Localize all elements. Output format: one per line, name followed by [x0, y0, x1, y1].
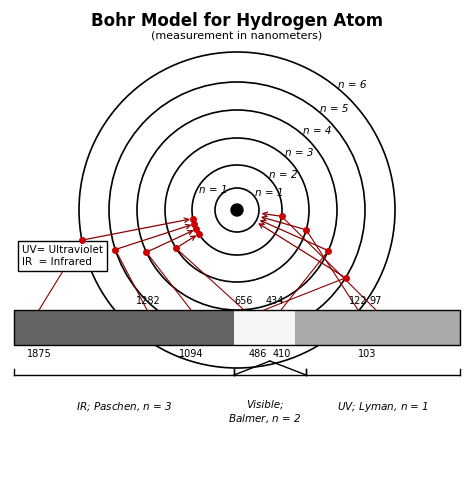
- Text: 410: 410: [273, 349, 291, 359]
- Text: UV= Ultraviolet
IR  = Infrared: UV= Ultraviolet IR = Infrared: [22, 245, 103, 267]
- Text: n = 2: n = 2: [269, 170, 297, 179]
- Text: 1875: 1875: [27, 349, 51, 359]
- Text: UV; Lyman, $n$ = 1: UV; Lyman, $n$ = 1: [337, 400, 429, 414]
- Text: n = 5: n = 5: [320, 104, 348, 114]
- Text: 656: 656: [235, 296, 253, 306]
- Text: n = 4: n = 4: [302, 126, 331, 136]
- Text: n = 3: n = 3: [285, 148, 314, 158]
- Text: 103: 103: [358, 349, 376, 359]
- Text: n = 1: n = 1: [199, 185, 228, 195]
- Bar: [14, 310, 234, 345]
- Bar: [234, 310, 295, 345]
- Text: 1094: 1094: [179, 349, 203, 359]
- Bar: [14, 310, 460, 345]
- Text: 97: 97: [370, 296, 382, 306]
- Circle shape: [231, 204, 243, 216]
- Text: 1282: 1282: [136, 296, 160, 306]
- Text: n = 6: n = 6: [338, 80, 367, 91]
- Text: (measurement in nanometers): (measurement in nanometers): [151, 30, 323, 40]
- Text: IR; Paschen, $n$ = 3: IR; Paschen, $n$ = 3: [76, 400, 173, 413]
- Text: n = 1: n = 1: [255, 187, 283, 198]
- Text: 486: 486: [249, 349, 267, 359]
- Text: Visible;
Balmer, $n$ = 2: Visible; Balmer, $n$ = 2: [228, 400, 302, 425]
- Text: 434: 434: [266, 296, 284, 306]
- Text: 122: 122: [349, 296, 367, 306]
- Text: Bohr Model for Hydrogen Atom: Bohr Model for Hydrogen Atom: [91, 12, 383, 30]
- Bar: [295, 310, 460, 345]
